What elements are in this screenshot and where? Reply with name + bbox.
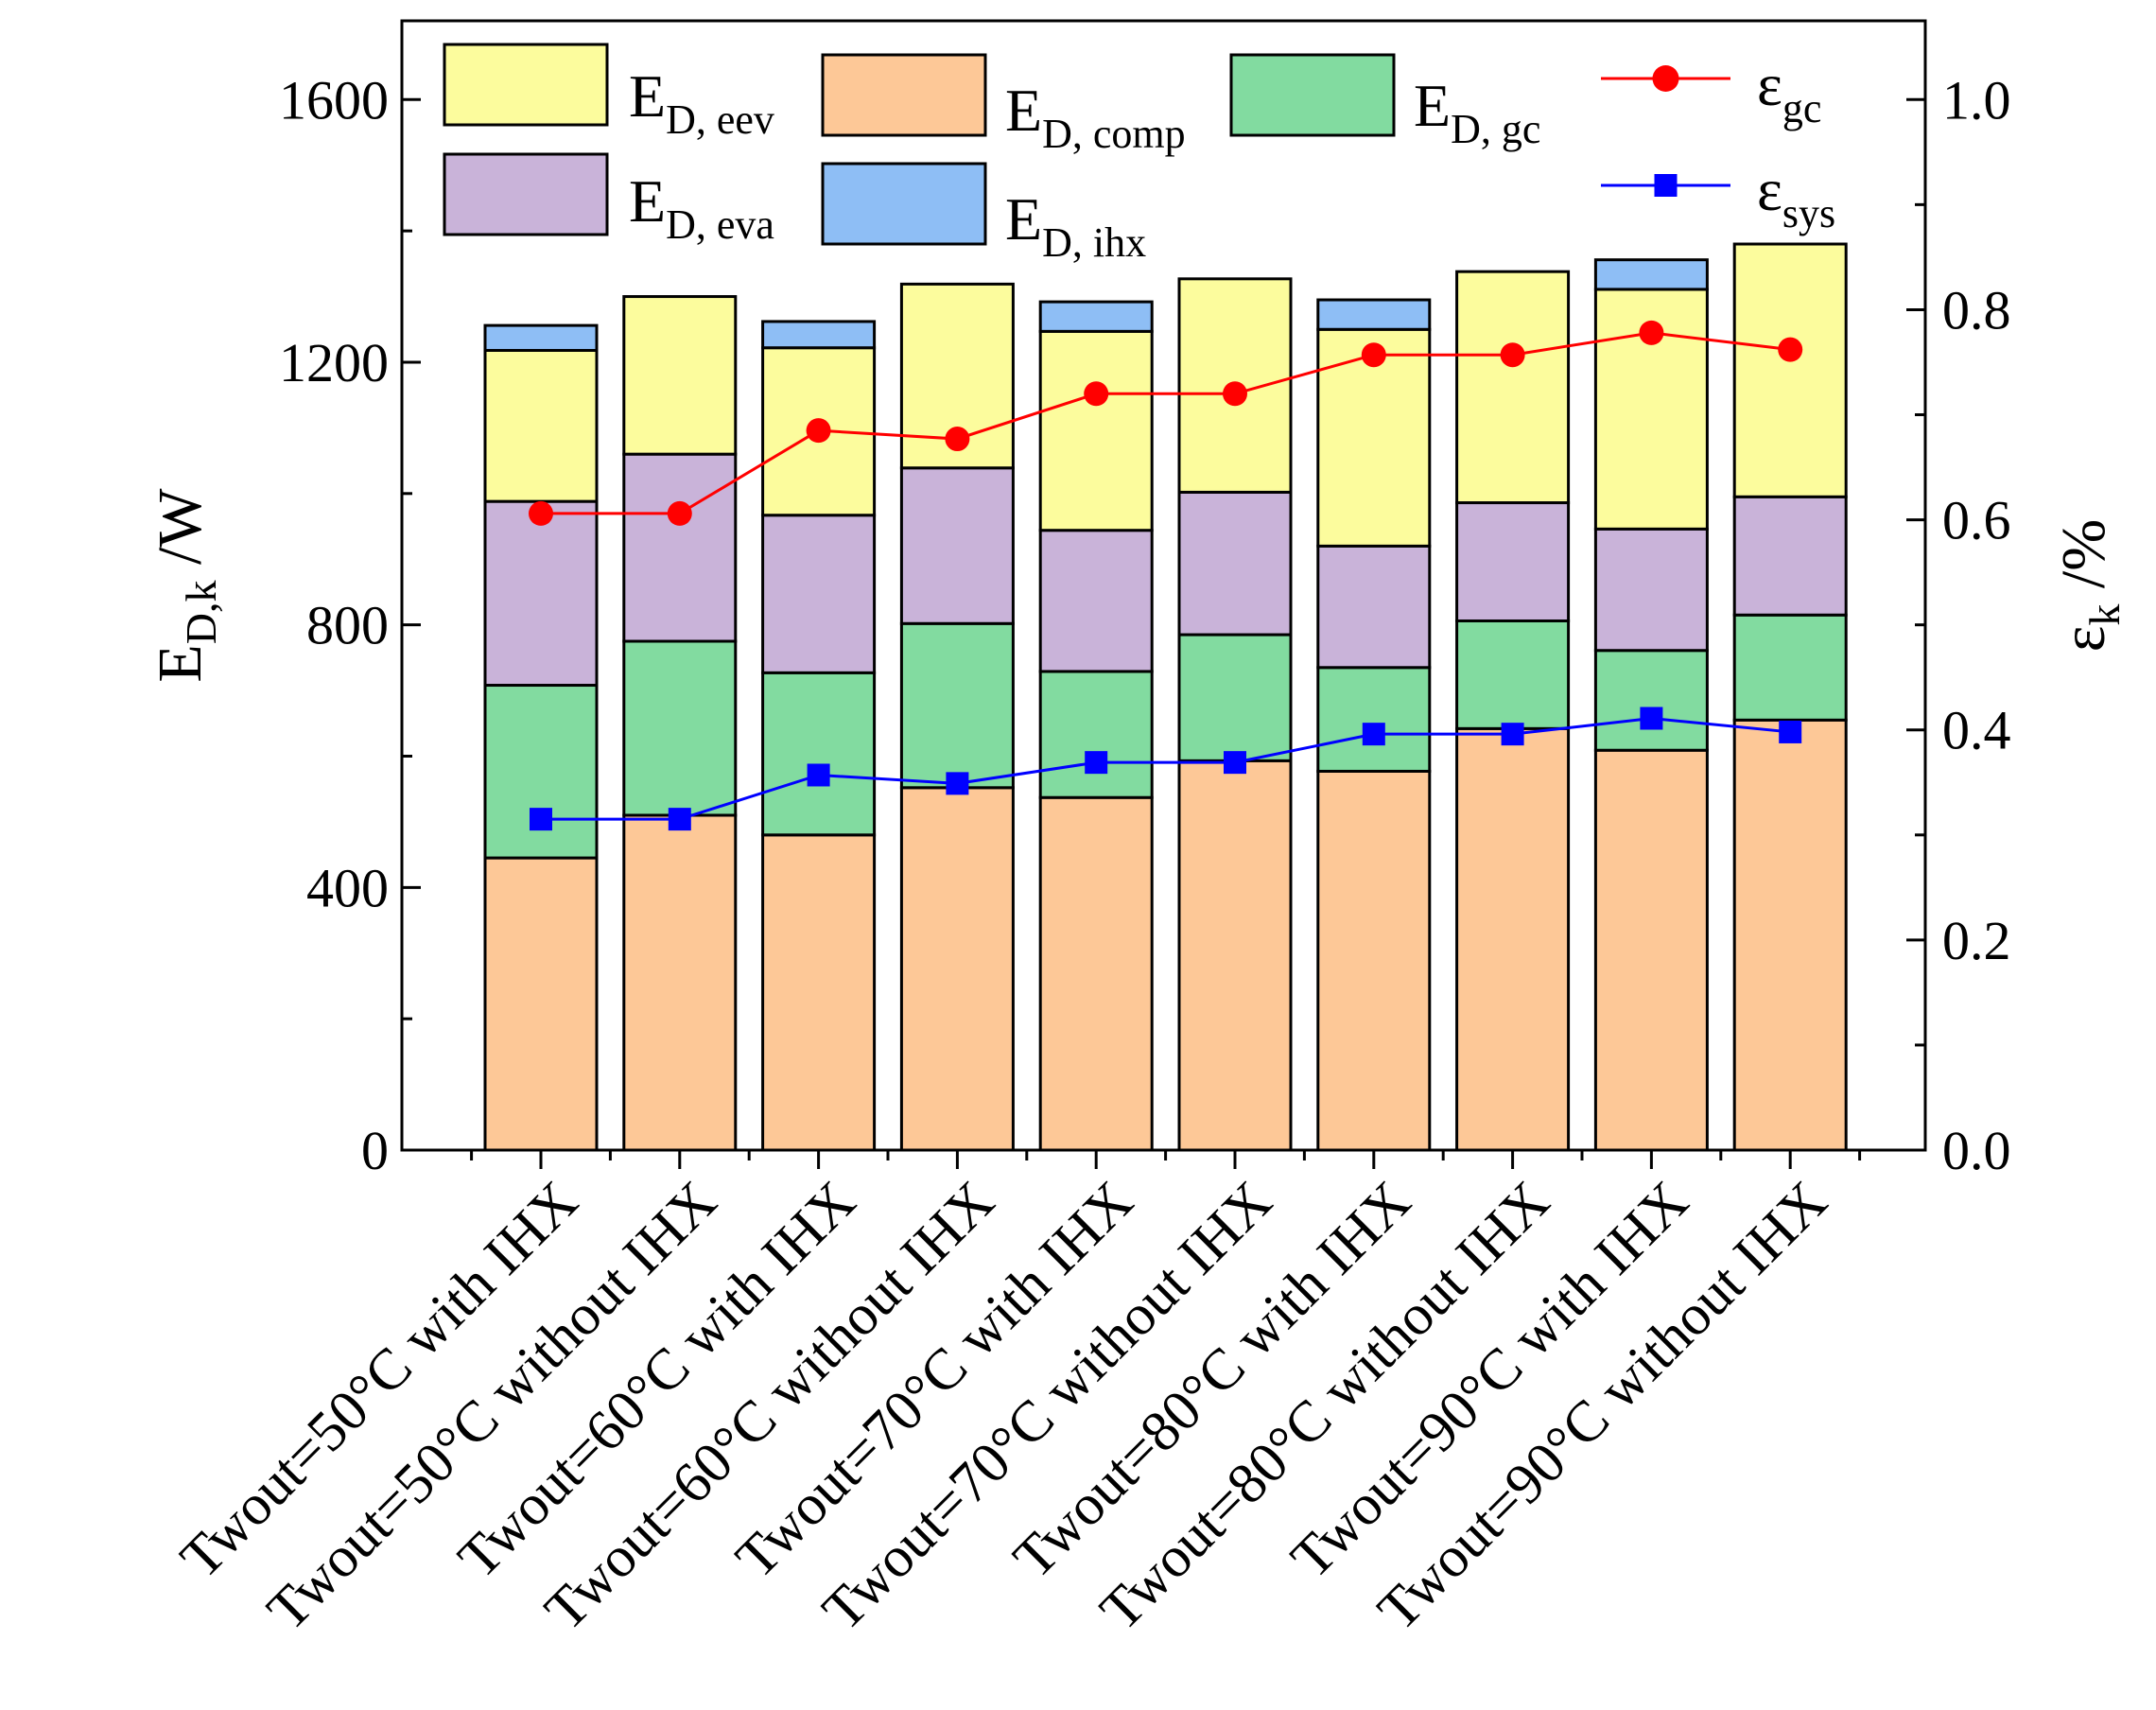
line-eps_gc <box>541 331 1791 515</box>
y2-tick-label: 0.4 <box>1942 700 2011 761</box>
legend-label-eev: ED, eev <box>629 62 774 143</box>
y-tick-label: 1600 <box>279 69 389 131</box>
bar-ihx-1 <box>483 323 599 352</box>
y2-axis-title: εk /% <box>2049 519 2129 653</box>
bar-eva-1 <box>483 499 599 688</box>
legend-marker-eps_gc <box>1652 65 1679 92</box>
legend-swatch-gc <box>1229 53 1396 137</box>
point-eps_sys-7 <box>1362 723 1385 746</box>
point-eps_sys-9 <box>1640 707 1663 730</box>
point-eps_sys-5 <box>1085 751 1108 775</box>
bar-eev-10 <box>1732 242 1848 498</box>
y-tick-label: 800 <box>306 595 389 656</box>
y2-tick-label: 0.2 <box>1942 910 2011 971</box>
y2-tick-label: 1.0 <box>1942 69 2011 131</box>
bar-gc-7 <box>1316 666 1432 773</box>
bar-comp-3 <box>761 833 877 1152</box>
bar-eva-2 <box>622 452 738 643</box>
bar-eva-4 <box>899 466 1015 625</box>
point-eps_gc-6 <box>1223 381 1247 407</box>
y-tick-label: 1200 <box>279 332 389 393</box>
bar-ihx-9 <box>1593 258 1709 291</box>
legend-label-comp: ED, comp <box>1005 77 1186 157</box>
bar-eva-7 <box>1316 544 1432 670</box>
point-eps_sys-6 <box>1224 751 1246 775</box>
y2-tick-label: 0.8 <box>1942 279 2011 340</box>
legend-label-gc: ED, gc <box>1414 72 1540 152</box>
point-eps_sys-4 <box>946 772 969 795</box>
bar-eva-10 <box>1732 495 1848 617</box>
bar-eva-8 <box>1455 501 1571 622</box>
bar-gc-9 <box>1593 649 1709 752</box>
y2-tick-label: 0.6 <box>1942 490 2011 551</box>
y-tick-label: 0 <box>361 1120 389 1181</box>
legend-label-eps_gc: εgc <box>1757 51 1821 131</box>
bar-gc-1 <box>483 684 599 860</box>
legend-marker-eps_sys <box>1654 174 1678 197</box>
bar-comp-5 <box>1038 795 1154 1152</box>
y2-tick-label: 0.0 <box>1942 1120 2011 1181</box>
bar-gc-8 <box>1455 619 1571 730</box>
legend-swatch-eva <box>443 152 609 236</box>
point-eps_sys-10 <box>1779 720 1802 743</box>
legend-label-eva: ED, eva <box>629 167 774 248</box>
legend: ED, eev ED, comp ED, gc ED, eva ED, ihx εgc εs… <box>443 43 1835 266</box>
plot-frame <box>400 19 1927 1152</box>
legend-label-eps_sys: εsys <box>1757 156 1835 236</box>
bar-eva-5 <box>1038 529 1154 673</box>
point-eps_sys-1 <box>530 808 552 831</box>
bar-eva-6 <box>1177 490 1293 637</box>
bar-gc-3 <box>761 671 877 837</box>
point-eps_gc-5 <box>1084 381 1109 407</box>
bar-eva-9 <box>1593 527 1709 653</box>
point-eps_gc-10 <box>1778 337 1803 362</box>
bar-comp-10 <box>1732 718 1848 1152</box>
line-layer <box>529 320 1803 831</box>
point-eps_gc-7 <box>1361 342 1386 368</box>
bar-eev-8 <box>1455 270 1571 505</box>
point-eps_gc-8 <box>1500 342 1525 368</box>
bar-comp-7 <box>1316 769 1432 1152</box>
bar-ihx-7 <box>1316 298 1432 331</box>
bar-comp-9 <box>1593 748 1709 1152</box>
point-eps_sys-2 <box>668 808 691 831</box>
point-eps_gc-3 <box>806 418 831 444</box>
y-axis-title: ED,k /W <box>146 488 225 683</box>
bar-eev-2 <box>622 295 738 456</box>
legend-swatch-eev <box>443 43 609 127</box>
bar-comp-6 <box>1177 759 1293 1152</box>
bar-gc-5 <box>1038 670 1154 799</box>
bar-ihx-5 <box>1038 300 1154 333</box>
bar-gc-6 <box>1177 633 1293 762</box>
point-eps_sys-8 <box>1501 723 1524 746</box>
bar-eev-9 <box>1593 288 1709 531</box>
bar-gc-10 <box>1732 613 1848 722</box>
bar-comp-1 <box>483 856 599 1152</box>
y-tick-label: 400 <box>306 857 389 918</box>
bar-eev-5 <box>1038 329 1154 532</box>
bar-gc-4 <box>899 621 1015 790</box>
legend-label-ihx: ED, ihx <box>1005 185 1146 266</box>
legend-swatch-ihx <box>821 162 987 246</box>
bar-eva-3 <box>761 514 877 674</box>
bar-layer <box>483 242 1848 1152</box>
point-eps_gc-9 <box>1639 320 1664 345</box>
point-eps_sys-3 <box>807 763 830 787</box>
bar-comp-8 <box>1455 726 1571 1152</box>
bar-ihx-3 <box>761 320 877 350</box>
point-eps_gc-2 <box>667 500 692 526</box>
bar-comp-2 <box>622 813 738 1152</box>
line-eps_sys <box>541 716 1791 821</box>
bar-comp-4 <box>899 786 1015 1152</box>
legend-swatch-comp <box>821 53 987 137</box>
point-eps_gc-1 <box>529 500 553 526</box>
bar-eev-1 <box>483 348 599 503</box>
bar-gc-2 <box>622 639 738 817</box>
point-eps_gc-4 <box>945 427 970 452</box>
